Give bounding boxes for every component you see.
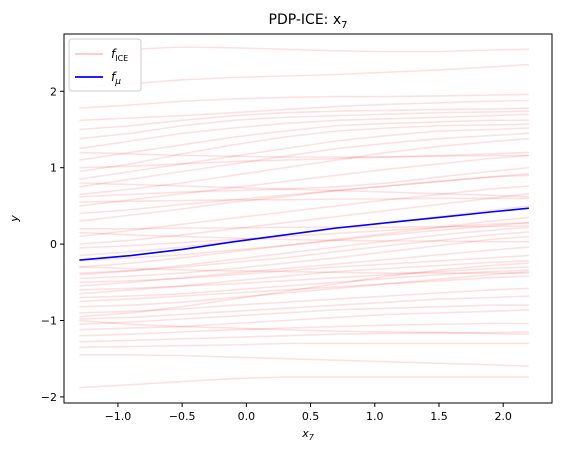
ice-line-47 [79,226,529,276]
y-tick-label-2: 0 [50,238,57,251]
ice-line-22 [79,216,529,268]
mean-line [79,207,529,261]
ice-line-1 [79,63,529,89]
legend-mean-label-subscript: μ [114,77,121,87]
x-tick-label-2: 0.0 [238,410,256,423]
x-axis-label-subscript: 7 [309,433,315,442]
x-axis-ticks: −1.0 −0.5 0.0 0.5 1.0 1.5 2.0 [105,403,512,423]
ice-line-34 [79,304,529,326]
ice-line-10 [79,132,529,188]
legend-ice-label-main: f [111,47,117,61]
ice-line-41 [79,197,529,203]
x-tick-label-3: 0.5 [302,410,320,423]
legend-ice-label: fICE [111,47,128,63]
ice-line-18 [79,192,529,245]
ice-line-45 [79,231,529,243]
ice-line-37 [79,331,529,343]
ice-line-8 [79,123,529,173]
ice-line-14 [79,173,529,215]
legend-box [68,38,142,92]
ice-line-21 [79,221,529,262]
ice-line-15 [79,174,529,222]
ice-line-29 [79,269,529,299]
ice-line-27 [79,266,529,291]
ice-line-35 [79,309,529,331]
ice-line-11 [79,137,529,196]
ice-line-28 [79,260,529,295]
ice-line-5 [79,110,529,140]
ice-line-6 [79,113,529,150]
ice-line-9 [79,127,529,180]
ice-line-30 [79,275,529,303]
y-axis-ticks: −2 −1 0 1 2 [41,85,64,404]
x-axis-label: x7 [301,427,315,442]
ice-line-13 [79,154,529,207]
ice-line-49 [79,182,529,198]
x-axis-label-main: x [301,427,309,440]
ice-line-38 [79,342,529,348]
ice-line-3 [79,99,529,122]
ice-line-31 [79,270,529,308]
y-axis-label: y [8,215,21,223]
ice-line-23 [79,231,529,274]
y-tick-label-1: −1 [41,314,57,327]
chart-title-subscript: 7 [341,20,347,31]
y-tick-label-3: 1 [50,162,57,175]
ice-line-42 [79,266,529,274]
x-tick-label-5: 1.5 [430,410,448,423]
x-tick-label-0: −1.0 [105,410,132,423]
ice-lines-group [79,46,529,389]
ice-line-2 [79,93,529,109]
x-tick-label-4: 1.0 [366,410,384,423]
ice-line-7 [79,119,529,161]
y-tick-label-0: −2 [41,391,57,404]
ice-line-19 [79,221,529,249]
plot-frame [63,33,553,404]
mean-line-group [79,207,529,261]
ice-line-46 [79,151,529,158]
ice-line-48 [79,319,529,335]
ice-line-25 [79,254,529,284]
ice-line-16 [79,225,529,230]
ice-line-26 [79,246,529,287]
ice-line-17 [79,185,529,238]
ice-line-4 [79,107,529,131]
legend-mean-label-main: f [111,70,117,84]
ice-line-36 [79,322,529,337]
ice-line-32 [79,287,529,314]
ice-line-40 [79,376,529,389]
ice-line-12 [79,166,529,198]
ice-line-33 [79,295,529,320]
x-tick-label-1: −0.5 [169,410,196,423]
ice-line-0 [79,46,529,58]
ice-line-24 [79,235,529,280]
ice-line-44 [79,262,529,318]
ice-line-43 [79,151,529,169]
y-tick-label-4: 2 [50,85,57,98]
ice-line-39 [79,354,529,368]
legend-ice-label-subscript: ICE [115,54,128,63]
chart-title-main: PDP-ICE: x [269,12,342,28]
chart-title: PDP-ICE: x7 [269,12,348,31]
x-tick-label-6: 2.0 [494,410,512,423]
legend-mean-label: fμ [111,70,121,87]
